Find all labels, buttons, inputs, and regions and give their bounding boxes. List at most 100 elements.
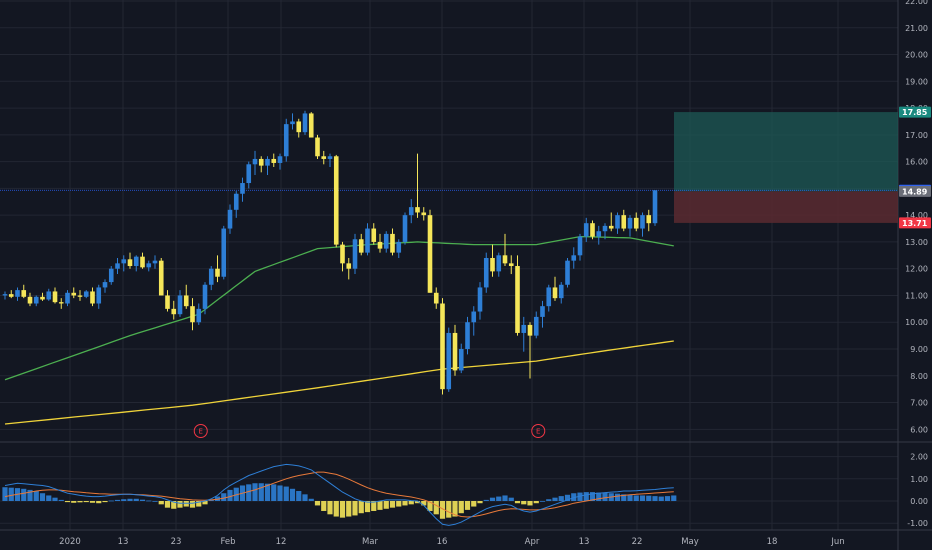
candle-body [271,158,277,163]
macd-histogram-bar [596,492,602,501]
candle-body [402,215,408,242]
macd-histogram-bar [108,500,114,502]
candle [471,306,477,336]
candle-body [621,215,627,229]
candle-body [171,308,177,315]
candle [40,292,45,301]
candle [290,113,295,130]
candle-body [583,223,589,237]
candle [352,233,358,275]
candle-body [177,295,183,315]
price-tick-label: 20.00 [905,51,928,60]
macd-histogram-bar [521,501,527,505]
candle [383,231,389,253]
candle-body [227,209,233,229]
candle-body [83,291,89,297]
candle [133,255,139,272]
macd-histogram-bar [352,501,358,516]
price-badge-bg [899,185,931,197]
macd-histogram-bar [564,494,571,501]
macd-histogram-bar [127,498,133,501]
candle [315,134,320,159]
candle [140,252,145,269]
macd-histogram-bar [196,501,202,507]
macd-histogram-bar [408,501,414,505]
candle [427,209,433,293]
candle-body [27,296,33,304]
macd-histogram-bar [283,486,289,501]
candle [615,212,620,234]
macd-histogram-bar [346,501,352,517]
candle [15,287,20,301]
macd-histogram-bar [471,501,477,507]
macd-histogram-bar [402,501,408,506]
candle [2,291,8,300]
candle-body [565,260,570,285]
candle [508,255,514,275]
candle-body [2,294,8,296]
candle [646,209,652,232]
candle [496,252,502,277]
candle-body [490,257,495,272]
price-tick-label: 21.00 [905,24,928,33]
candle-body [183,295,189,307]
candle-body [102,282,108,288]
candle [277,153,283,170]
candle-body [240,183,245,194]
candle-body [283,124,289,157]
candle [527,322,533,379]
time-tick-label: 13 [579,537,590,547]
candle [321,150,327,165]
time-tick-label: 22 [632,537,643,547]
candle [227,204,233,234]
macd-histogram-bar [614,493,621,501]
candle-body [315,137,320,157]
candle-body [627,217,633,229]
candle [358,233,364,256]
candle-body [508,263,514,267]
candle-body [152,260,158,264]
macd-histogram-bar [202,501,208,505]
candle [146,260,152,272]
candle-body [390,233,395,253]
macd-histogram-bar [321,501,327,511]
candle-body [552,287,558,299]
candle [102,279,108,293]
candle [190,298,195,331]
macd-histogram-bar [458,501,464,514]
candle-body [165,295,170,309]
macd-histogram-bar [658,496,664,501]
candle-body [90,291,95,304]
candle [571,247,577,269]
candle-body [502,255,508,264]
candle [296,118,302,138]
candle-body [327,156,333,159]
macd-histogram-bar [158,501,164,505]
candle [327,153,333,167]
candle [108,266,114,285]
candle [440,298,445,395]
candle [71,287,77,299]
macd-histogram-bar [2,487,8,501]
candle [546,284,552,312]
candle-body [252,158,258,165]
candle [540,300,545,328]
price-badge-label: 13.71 [902,219,928,228]
candle-body [640,215,645,229]
candle [340,241,345,272]
macd-histogram-bar [421,501,427,506]
candle-body [108,268,114,283]
macd-histogram-bar [633,495,639,501]
candle [333,154,339,248]
time-tick-label: 16 [437,537,448,547]
candle-body [471,311,477,323]
long-moving-average [4,340,674,425]
target-zone [674,112,898,192]
macd-tick-label: 2.00 [910,453,928,462]
macd-histogram-bar [264,483,271,501]
candle-body [265,158,270,166]
candle [177,290,183,317]
macd-histogram-bar [377,501,383,510]
candle-body [340,244,345,264]
